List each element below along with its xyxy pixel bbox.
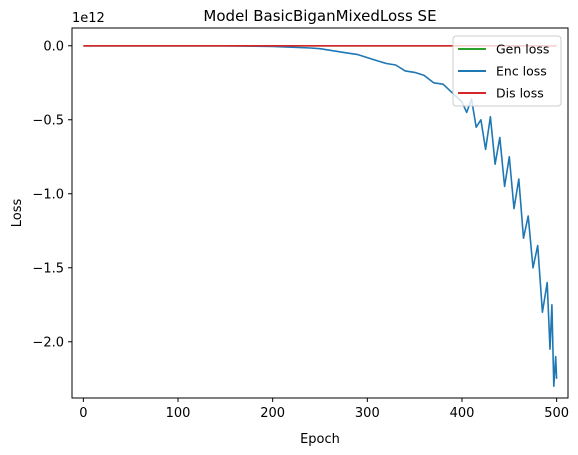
x-tick-label: 400: [450, 406, 475, 421]
y-tick-label: −1.5: [32, 261, 64, 276]
x-tick-label: 100: [166, 406, 191, 421]
y-offset-label: 1e12: [72, 11, 105, 26]
chart-title: Model BasicBiganMixedLoss SE: [203, 7, 436, 25]
y-tick-label: −1.0: [32, 187, 64, 202]
y-tick-label: −0.5: [32, 113, 64, 128]
series-line-enc-loss: [83, 44, 558, 388]
x-tick-label: 0: [79, 406, 87, 421]
legend-label-dis-loss: Dis loss: [496, 86, 544, 101]
x-axis-label: Epoch: [300, 432, 340, 447]
legend: Gen loss Enc loss Dis loss: [452, 35, 562, 107]
legend-label-gen-loss: Gen loss: [496, 42, 549, 57]
y-axis: 0.0 −0.5 −1.0 −1.5 −2.0: [32, 39, 72, 350]
x-tick-label: 200: [260, 406, 285, 421]
y-tick-label: −2.0: [32, 335, 64, 350]
legend-box: [452, 35, 562, 107]
y-axis-label: Loss: [10, 199, 25, 228]
legend-label-enc-loss: Enc loss: [496, 64, 547, 79]
y-tick-label: 0.0: [43, 39, 64, 54]
x-tick-label: 500: [544, 406, 569, 421]
x-tick-label: 300: [355, 406, 380, 421]
x-axis: 0 100 200 300 400 500: [79, 398, 569, 421]
